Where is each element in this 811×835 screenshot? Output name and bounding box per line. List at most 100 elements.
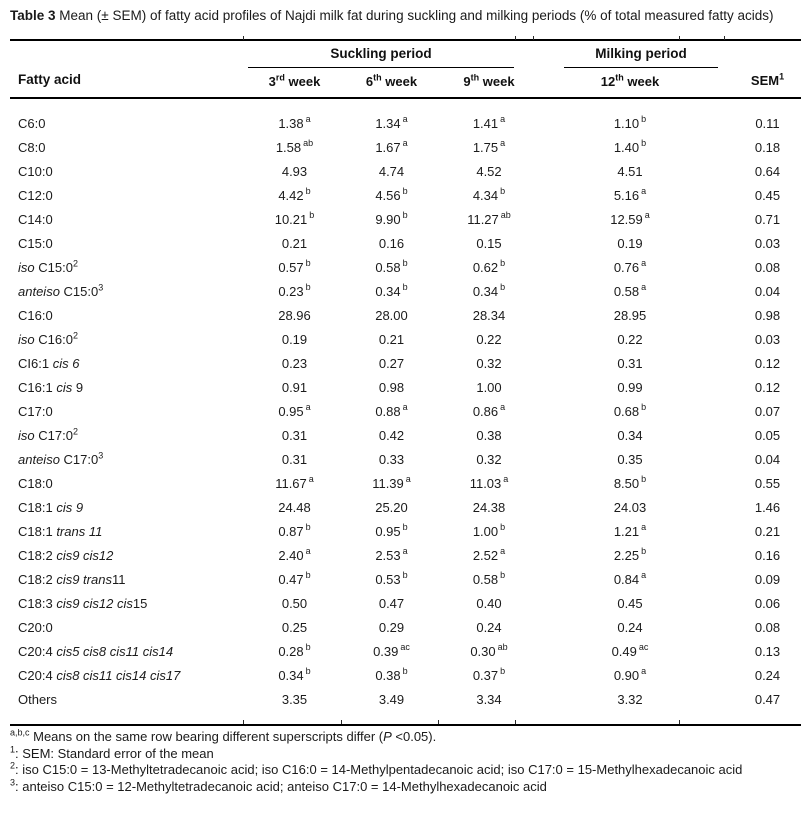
significance-superscript: b (402, 186, 408, 197)
significance-superscript: b (500, 522, 506, 533)
table-row: C16:1 cis 9 0.91 0.98 1.00 0.99 0.12 (10, 375, 801, 399)
significance-superscript: ac (400, 642, 410, 653)
border-tick (243, 36, 244, 40)
cell-value: 0.50 (281, 595, 308, 611)
cell-value: 0.22 (617, 331, 643, 347)
significance-superscript: b (305, 642, 311, 653)
row-label: C15:0 (18, 235, 53, 251)
row-label: CI6:1 cis 6 (18, 355, 80, 371)
significance-superscript: b (305, 186, 311, 197)
fatty-acid-table: Fatty acid Suckling period Milking perio… (10, 39, 801, 726)
cell-value: 28.95 (613, 307, 647, 323)
cell-value: 0.34 b (472, 282, 506, 299)
cell-value: 4.51 (617, 163, 643, 179)
cell-value: 11.39 a (372, 474, 411, 491)
cell-value: 0.90 a (613, 666, 647, 683)
cell-value: 0.58 b (375, 258, 408, 275)
significance-superscript: b (500, 570, 506, 581)
cell-value: 2.53 a (375, 546, 408, 563)
cell-value: 24.03 (613, 499, 647, 515)
cell-value: 0.22 (476, 331, 502, 347)
cell-value: 0.38 (476, 427, 502, 443)
cell-value: 0.40 (476, 595, 502, 611)
cell-value: 0.25 (281, 619, 308, 635)
row-label: C20:4 cis5 cis8 cis11 cis14 (18, 643, 174, 659)
row-label: C16:1 cis 9 (18, 379, 84, 395)
cell-sem-value: 0.71 (754, 211, 781, 227)
table-row: C18:1 trans 11 0.87 b 0.95 b 1.00 b 1.21 a 0.21 (10, 519, 801, 543)
significance-superscript: b (641, 114, 647, 125)
cell-value: 4.93 (281, 163, 308, 179)
week-header: 12th week (600, 72, 660, 89)
cell-value: 0.31 (281, 451, 308, 467)
significance-superscript: a (305, 114, 311, 125)
cell-value: 4.34 b (472, 186, 506, 203)
suckling-period-group-header: Suckling period (246, 40, 538, 68)
cell-value: 0.34 b (278, 666, 311, 683)
cell-value: 4.52 (476, 163, 502, 179)
row-label: iso C15:02 (18, 258, 78, 275)
significance-superscript: b (305, 666, 311, 677)
table-row: C8:0 1.58 ab 1.67 a 1.75 a 1.40 b 0.18 (10, 135, 801, 159)
cell-sem-value: 0.55 (754, 475, 781, 491)
row-label: iso C16:02 (18, 330, 78, 347)
row-label: C16:0 (18, 307, 53, 323)
table-row: C18:0 11.67 a 11.39 a 11.03 a 8.50 b 0.55 (10, 471, 801, 495)
significance-superscript: a (402, 402, 408, 413)
cell-value: 10.21 b (274, 210, 315, 227)
cell-sem-value: 0.47 (754, 691, 781, 707)
significance-superscript: a (402, 546, 408, 557)
cell-value: 1.00 b (472, 522, 506, 539)
table-row: C6:0 1.38 a 1.34 a 1.41 a 1.10 b 0.11 (10, 98, 801, 135)
cell-value: 0.23 (281, 355, 308, 371)
significance-superscript: b (641, 402, 647, 413)
week-header: 6th week (365, 72, 418, 89)
cell-value: 0.19 (617, 235, 643, 251)
cell-value: 28.96 (278, 307, 311, 323)
cell-value: 0.58 a (613, 282, 647, 299)
cell-value: 0.86 a (472, 402, 506, 419)
cell-sem-value: 0.98 (754, 307, 781, 323)
week-header-row: 3rd week 6th week 9th week 12th week (10, 68, 801, 98)
cell-value: 1.58 ab (275, 138, 314, 155)
suckling-period-label: Suckling period (248, 41, 514, 68)
cell-value: 11.03 a (469, 474, 509, 491)
cell-value: 0.62 b (472, 258, 506, 275)
border-tick (533, 36, 534, 40)
cell-sem-value: 0.08 (754, 259, 781, 275)
cell-value: 3.32 (617, 691, 643, 707)
row-label: C20:0 (18, 619, 53, 635)
cell-sem-value: 0.16 (754, 547, 781, 563)
cell-value: 28.34 (472, 307, 506, 323)
table-row: anteiso C15:03 0.23 b 0.34 b 0.34 b 0.58 a 0.04 (10, 279, 801, 303)
row-label: Others (18, 691, 58, 707)
cell-value: 0.35 (617, 451, 643, 467)
border-tick (515, 36, 516, 40)
cell-value: 0.87 b (278, 522, 311, 539)
cell-value: 0.49 ac (611, 642, 649, 659)
significance-superscript: b (402, 666, 408, 677)
cell-value: 0.47 b (278, 570, 311, 587)
cell-value: 4.74 (378, 163, 405, 179)
cell-value: 0.30 ab (470, 642, 508, 659)
cell-value: 0.39 ac (373, 642, 410, 659)
row-label: C8:0 (18, 139, 46, 155)
footnote-line: 3: anteiso C15:0 = 12-Methyltetradecanoi… (10, 777, 547, 794)
cell-value: 0.24 (476, 619, 502, 635)
border-tick (724, 36, 725, 40)
cell-value: 0.88 a (375, 402, 408, 419)
cell-value: 0.24 (617, 619, 643, 635)
significance-superscript: b (309, 210, 315, 221)
table-row: C18:2 cis9 trans11 0.47 b 0.53 b 0.58 b 0.84 a 0.… (10, 567, 801, 591)
row-label: C6:0 (18, 115, 46, 131)
significance-superscript: b (305, 258, 311, 269)
cell-value: 11.27 ab (467, 210, 511, 227)
cell-value: 24.48 (278, 499, 311, 515)
cell-sem-value: 1.46 (754, 499, 781, 515)
cell-value: 28.00 (375, 307, 408, 323)
border-tick (679, 36, 680, 40)
row-label: C14:0 (18, 211, 53, 227)
fatty-acid-column-header: Fatty acid (18, 72, 82, 87)
significance-superscript: ab (500, 210, 511, 221)
cell-sem-value: 0.07 (754, 403, 781, 419)
